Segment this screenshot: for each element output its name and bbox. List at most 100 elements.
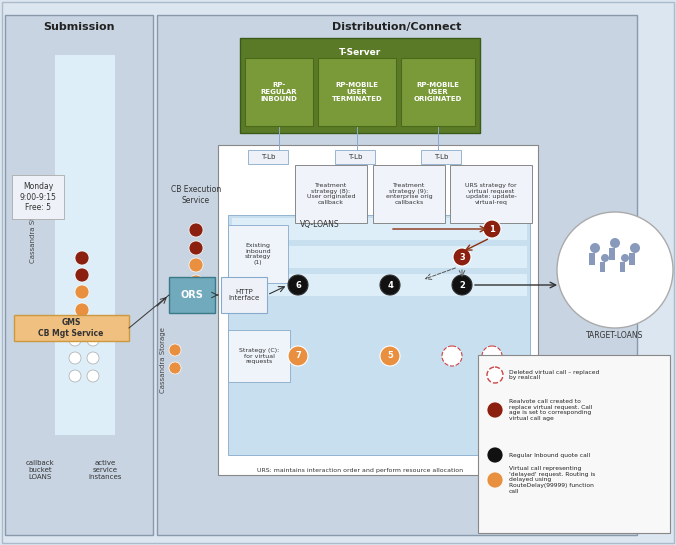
- Text: T-Lb: T-Lb: [261, 154, 275, 160]
- Circle shape: [189, 223, 203, 237]
- Bar: [600, 262, 605, 272]
- Text: Submission: Submission: [43, 22, 115, 32]
- Circle shape: [75, 285, 89, 299]
- Bar: [240, 38, 480, 133]
- Bar: [248, 150, 288, 164]
- Circle shape: [601, 254, 609, 262]
- Text: RP-MOBILE
USER
TERMINATED: RP-MOBILE USER TERMINATED: [332, 82, 383, 102]
- Circle shape: [189, 241, 203, 255]
- Text: 2: 2: [459, 281, 465, 289]
- Circle shape: [87, 352, 99, 364]
- Text: CB Execution
Service: CB Execution Service: [171, 185, 221, 205]
- Bar: [232, 274, 527, 296]
- Bar: [232, 218, 527, 240]
- Circle shape: [487, 447, 503, 463]
- Text: RP-MOBILE
USER
ORIGINATED: RP-MOBILE USER ORIGINATED: [414, 82, 462, 102]
- Text: Regular Inbound quote call: Regular Inbound quote call: [509, 452, 590, 457]
- Text: Strategy (C):
for virtual
requests: Strategy (C): for virtual requests: [239, 348, 279, 364]
- Bar: [228, 330, 290, 382]
- Circle shape: [452, 275, 472, 295]
- Bar: [318, 58, 396, 126]
- Bar: [228, 225, 288, 283]
- Circle shape: [87, 334, 99, 346]
- Bar: [228, 215, 530, 455]
- Bar: [401, 58, 475, 126]
- Text: Treatment
strategy (9):
enterprise orig
callbacks: Treatment strategy (9): enterprise orig …: [386, 183, 433, 205]
- Circle shape: [69, 352, 81, 364]
- Bar: [450, 165, 532, 223]
- Circle shape: [453, 248, 471, 266]
- Text: 6: 6: [295, 281, 301, 289]
- Bar: [169, 277, 215, 313]
- Text: GMS
CB Mgt Service: GMS CB Mgt Service: [39, 318, 103, 338]
- Circle shape: [487, 472, 503, 488]
- Bar: [373, 165, 445, 223]
- Bar: [295, 165, 367, 223]
- Circle shape: [69, 334, 81, 346]
- Bar: [14, 315, 129, 341]
- Text: Treatment
strategy (8):
User originated
callback: Treatment strategy (8): User originated …: [307, 183, 356, 205]
- Circle shape: [557, 212, 673, 328]
- Circle shape: [487, 402, 503, 418]
- Text: ORS: ORS: [180, 290, 203, 300]
- Text: Distribution/Connect: Distribution/Connect: [333, 22, 462, 32]
- Bar: [232, 246, 527, 268]
- Circle shape: [590, 243, 600, 253]
- Circle shape: [75, 268, 89, 282]
- Bar: [629, 253, 635, 265]
- Circle shape: [621, 254, 629, 262]
- Circle shape: [288, 346, 308, 366]
- Circle shape: [69, 370, 81, 382]
- Text: T-Server: T-Server: [339, 48, 381, 57]
- Bar: [620, 262, 625, 272]
- Text: TARGET-LOANS: TARGET-LOANS: [586, 331, 644, 341]
- Text: 4: 4: [387, 281, 393, 289]
- Text: 5: 5: [387, 352, 393, 360]
- Circle shape: [75, 303, 89, 317]
- Circle shape: [487, 367, 503, 383]
- Bar: [478, 355, 670, 533]
- Bar: [221, 277, 267, 313]
- Text: callback
bucket
LOANS: callback bucket LOANS: [26, 460, 54, 480]
- Text: T-Lb: T-Lb: [434, 154, 448, 160]
- Bar: [335, 150, 375, 164]
- Circle shape: [169, 362, 181, 374]
- Text: 7: 7: [295, 352, 301, 360]
- Bar: [218, 145, 538, 475]
- Text: Cassandra Storage: Cassandra Storage: [160, 327, 166, 393]
- Bar: [421, 150, 461, 164]
- Text: Cassandra Storage: Cassandra Storage: [30, 197, 36, 263]
- Text: Realvote call created to
replace virtual request. Call
age is set to correspondi: Realvote call created to replace virtual…: [509, 399, 592, 421]
- Circle shape: [442, 346, 462, 366]
- Text: Monday
9:00-9:15
Free: 5: Monday 9:00-9:15 Free: 5: [20, 182, 56, 212]
- Bar: [12, 175, 64, 219]
- Circle shape: [75, 251, 89, 265]
- Text: HTTP
Interface: HTTP Interface: [228, 288, 260, 301]
- Text: URS strategy for
virtual request
update: update-
virtual-req: URS strategy for virtual request update:…: [465, 183, 517, 205]
- Circle shape: [483, 220, 501, 238]
- Text: T-Lb: T-Lb: [348, 154, 362, 160]
- Circle shape: [189, 275, 203, 289]
- Text: RP-
REGULAR
INBOUND: RP- REGULAR INBOUND: [260, 82, 297, 102]
- Circle shape: [169, 344, 181, 356]
- Circle shape: [380, 275, 400, 295]
- Circle shape: [482, 346, 502, 366]
- Bar: [609, 248, 615, 260]
- Text: Virtual call representing
'delayed' request. Routing is
delayed using
RouteDelay: Virtual call representing 'delayed' requ…: [509, 466, 596, 494]
- Circle shape: [610, 238, 620, 248]
- Bar: [157, 15, 637, 535]
- Text: 3: 3: [459, 252, 465, 262]
- Text: Deleted virtual call – replaced
by realcall: Deleted virtual call – replaced by realc…: [509, 370, 600, 380]
- Circle shape: [288, 275, 308, 295]
- Text: 1: 1: [489, 225, 495, 233]
- Circle shape: [380, 346, 400, 366]
- Text: URS: maintains interaction order and perform resource allocation: URS: maintains interaction order and per…: [257, 468, 463, 473]
- Text: Existing
inbound
strategy
(1): Existing inbound strategy (1): [245, 243, 271, 265]
- Circle shape: [189, 258, 203, 272]
- Bar: [55, 55, 115, 435]
- Text: VQ-LOANS: VQ-LOANS: [300, 220, 339, 228]
- Circle shape: [630, 243, 640, 253]
- Text: active
service
instances: active service instances: [89, 460, 122, 480]
- Bar: [5, 15, 153, 535]
- Bar: [245, 58, 313, 126]
